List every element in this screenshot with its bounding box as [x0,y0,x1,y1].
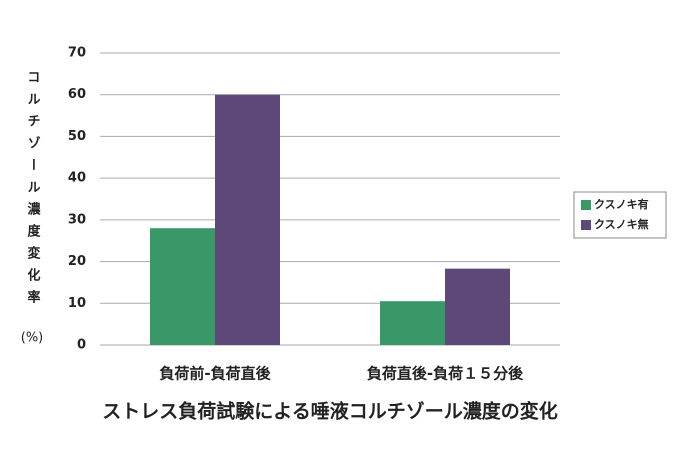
legend-swatch [581,200,591,210]
chart-title: ストレス負荷試験による唾液コルチゾール濃度の変化 [102,400,557,423]
y-axis-unit: (%) [21,331,44,346]
y-tick-label: 40 [68,171,86,186]
bar [215,94,280,345]
y-tick-label: 20 [68,254,86,269]
legend-box [573,191,667,239]
y-tick-label: 30 [68,212,86,227]
y-tick-label: 60 [68,87,86,102]
x-tick-label: 負荷直後-負荷１５分後 [367,365,524,383]
x-tick-label: 負荷前-負荷直後 [159,365,271,383]
y-tick-label: 50 [68,129,86,144]
y-tick-label: 10 [68,296,86,311]
bar [445,268,510,345]
y-tick-label: 70 [68,46,86,61]
bar [150,228,215,345]
bar [380,301,445,345]
y-tick-label: 0 [77,338,86,353]
legend-label: クスノキ無 [594,217,649,231]
y-axis-label: コルチゾール濃度変化率 [25,70,41,312]
legend-label: クスノキ有 [594,197,649,211]
legend-swatch [581,220,591,230]
